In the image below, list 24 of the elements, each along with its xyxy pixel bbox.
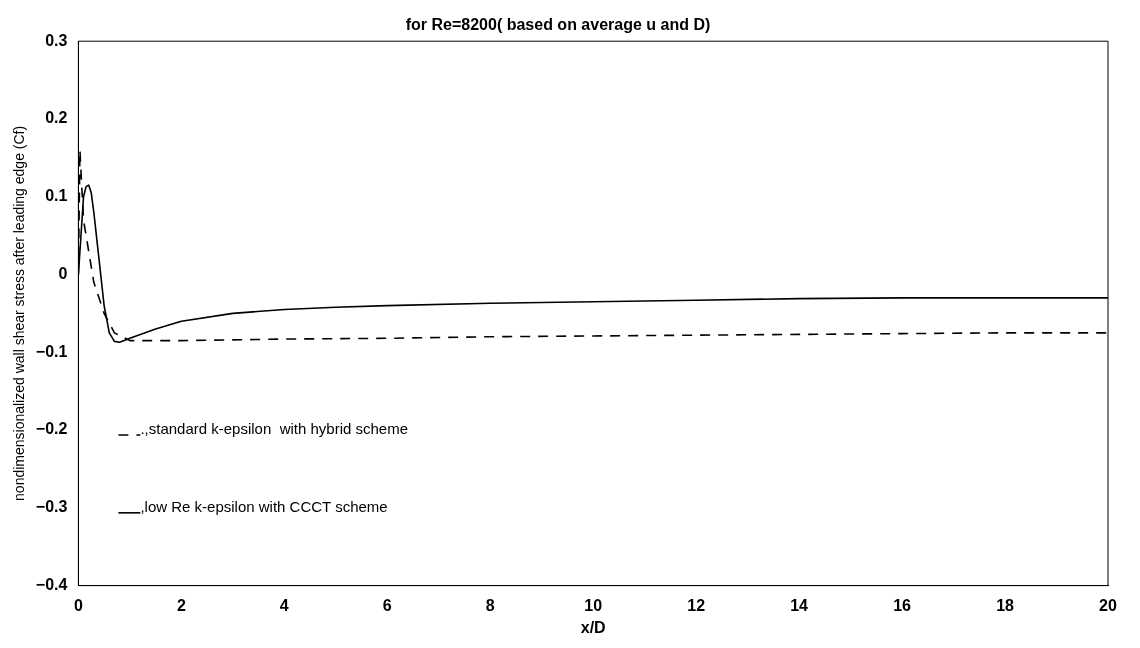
legend-label: ,low Re k-epsilon with CCCT scheme xyxy=(140,497,388,515)
x-tick-label: 20 xyxy=(1099,596,1117,614)
legend-label: .,standard k-epsilon with hybrid scheme xyxy=(140,420,409,438)
y-tick-label: 0.1 xyxy=(45,187,68,205)
chart-title: for Re=8200( based on average u and D) xyxy=(405,16,711,34)
y-tick-label: −0.3 xyxy=(35,498,68,516)
y-tick-label: −0.1 xyxy=(35,342,68,360)
x-tick-label: 4 xyxy=(279,596,289,614)
x-tick-label: 2 xyxy=(176,596,186,614)
x-tick-label: 12 xyxy=(687,596,706,614)
x-tick-label: 8 xyxy=(485,596,495,614)
x-tick-label: 10 xyxy=(584,596,603,614)
x-tick-label: 18 xyxy=(996,596,1015,614)
y-tick-label: −0.2 xyxy=(35,420,68,438)
x-axis-title: x/D xyxy=(580,618,606,636)
x-tick-label: 0 xyxy=(73,596,83,614)
x-tick-label: 16 xyxy=(893,596,912,614)
y-axis-title: nondimensionalized wall shear stress after leading edge (Cf) xyxy=(11,125,28,501)
y-tick-label: 0.3 xyxy=(45,31,68,49)
x-tick-label: 14 xyxy=(790,596,809,614)
y-tick-label: −0.4 xyxy=(35,576,68,594)
x-tick-label: 6 xyxy=(382,596,392,614)
y-tick-label: 0.2 xyxy=(45,109,68,127)
y-tick-label: 0 xyxy=(58,264,68,282)
